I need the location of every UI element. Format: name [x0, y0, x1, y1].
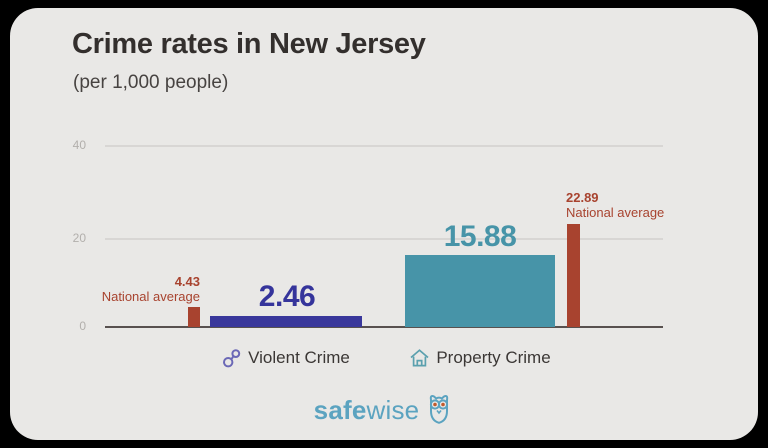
handcuffs-icon — [222, 347, 242, 369]
bar-violent-crime — [210, 316, 362, 327]
bar-national-average-property — [567, 224, 580, 327]
gridline-20 — [105, 238, 663, 240]
national-average-violent-text: National average — [101, 289, 200, 304]
x-label-property-crime: Property Crime — [400, 345, 560, 371]
y-tick-20: 20 — [72, 231, 86, 245]
national-average-annotation-property: 22.89 National average — [566, 190, 706, 220]
y-tick-0: 0 — [79, 319, 86, 333]
national-average-violent-value: 4.43 — [174, 274, 200, 289]
house-icon — [409, 348, 430, 368]
gridline-40 — [105, 145, 663, 147]
safewise-wordmark: safewise — [314, 395, 420, 426]
violent-crime-value: 2.46 — [258, 280, 316, 313]
safewise-logo: safewise — [10, 390, 758, 430]
y-tick-40: 40 — [72, 138, 86, 152]
chart-card: Crime rates in New Jersey (per 1,000 peo… — [10, 8, 758, 440]
x-label-violent-text: Violent Crime — [248, 348, 350, 367]
x-axis-baseline — [105, 326, 663, 328]
national-average-property-text: National average — [566, 205, 665, 220]
x-label-property-text: Property Crime — [436, 348, 551, 367]
x-label-violent-crime: Violent Crime — [206, 345, 366, 371]
bar-property-crime — [405, 255, 555, 327]
national-average-annotation-violent: 4.43 National average — [70, 274, 200, 304]
logo-text-safe: safe — [313, 394, 367, 425]
chart-subtitle: (per 1,000 people) — [73, 72, 229, 93]
owl-icon — [424, 391, 454, 430]
chart-title: Crime rates in New Jersey — [72, 28, 426, 60]
logo-text-wise: wise — [366, 394, 420, 425]
bar-national-average-violent — [188, 307, 200, 327]
property-crime-value: 15.88 — [443, 220, 517, 253]
national-average-property-value: 22.89 — [566, 190, 599, 205]
